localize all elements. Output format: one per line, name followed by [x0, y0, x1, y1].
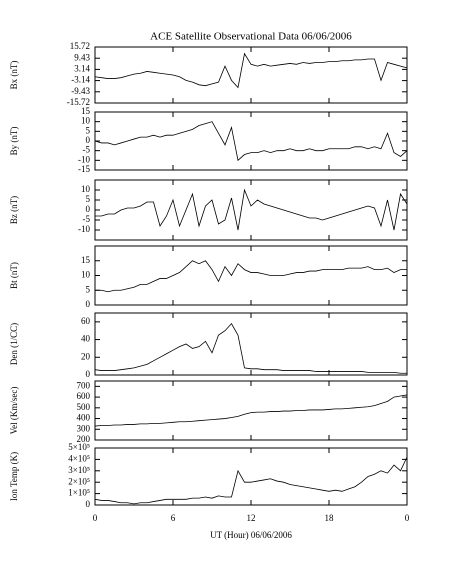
- y-tick-label: -15: [78, 164, 90, 174]
- y-tick-label: 200: [77, 434, 91, 444]
- data-line: [95, 188, 408, 231]
- y-axis-label: Bz (nT): [9, 196, 19, 224]
- y-tick-label: 5×10⁵: [68, 442, 90, 452]
- y-tick-label: 0: [86, 369, 91, 379]
- data-line: [94, 394, 408, 427]
- y-tick-label: 500: [77, 402, 91, 412]
- y-tick-label: 0: [86, 499, 91, 509]
- y-tick-label: 15: [81, 255, 91, 265]
- x-tick-label: 12: [247, 513, 256, 523]
- data-line: [94, 52, 408, 89]
- y-tick-label: -3.14: [71, 75, 90, 85]
- y-tick-label: 10: [81, 116, 91, 126]
- y-tick-label: 0: [86, 204, 91, 214]
- y-tick-label: 1×10⁵: [68, 488, 90, 498]
- y-axis-label: Bt (nT): [9, 262, 19, 289]
- y-tick-label: 400: [77, 413, 91, 423]
- y-tick-label: 300: [77, 423, 91, 433]
- chart-title: ACE Satellite Observational Data 06/06/2…: [150, 31, 352, 43]
- y-tick-label: 60: [81, 316, 91, 326]
- y-tick-label: -10: [78, 224, 90, 234]
- y-tick-label: 10: [81, 270, 91, 280]
- y-tick-label: 0: [86, 135, 91, 145]
- y-axis-label: Vel (Km/sec): [9, 387, 19, 435]
- y-axis-label: Bx (nT): [9, 61, 19, 90]
- data-line: [95, 260, 407, 293]
- y-tick-label: 2×10⁵: [68, 476, 90, 486]
- y-tick-label: 0: [86, 299, 91, 309]
- x-tick-label: 0: [93, 513, 98, 523]
- y-tick-label: 5: [86, 284, 91, 294]
- y-tick-label: 3×10⁵: [68, 465, 90, 475]
- data-line: [94, 456, 408, 505]
- x-tick-label: 18: [325, 513, 335, 523]
- y-tick-label: 40: [81, 334, 91, 344]
- y-axis-label: By (nT): [9, 127, 19, 156]
- y-tick-label: 700: [77, 380, 91, 390]
- y-tick-label: 9.43: [74, 52, 90, 62]
- x-tick-label: 0: [405, 513, 410, 523]
- y-tick-label: 5: [86, 194, 91, 204]
- y-tick-label: -5: [83, 214, 91, 224]
- y-axis-label: Ion Temp (K): [9, 452, 19, 501]
- y-tick-label: -15.72: [67, 97, 90, 107]
- y-tick-label: 15: [81, 106, 91, 116]
- y-tick-label: 5: [86, 125, 91, 135]
- y-tick-label: -9.43: [71, 86, 90, 96]
- y-tick-label: 600: [77, 391, 91, 401]
- y-tick-label: 15.72: [70, 41, 90, 51]
- x-axis-label: UT (Hour) 06/06/2006: [210, 530, 292, 540]
- y-tick-label: -5: [83, 145, 91, 155]
- y-tick-label: 20: [81, 351, 91, 361]
- data-line: [94, 121, 408, 162]
- x-tick-label: 6: [171, 513, 176, 523]
- y-axis-label: Den (1/CC): [9, 323, 19, 365]
- y-tick-label: 4×10⁵: [68, 453, 90, 463]
- y-tick-label: -10: [78, 154, 90, 164]
- y-tick-label: 10: [81, 184, 91, 194]
- data-line: [94, 322, 407, 374]
- y-tick-label: 3.14: [74, 63, 90, 73]
